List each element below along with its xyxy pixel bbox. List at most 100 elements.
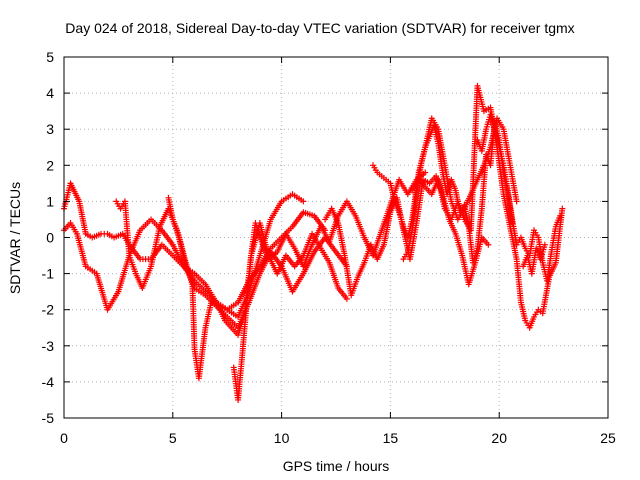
chart-title: Day 024 of 2018, Sidereal Day-to-day VTE…: [65, 20, 574, 36]
y-tick-label: -5: [42, 410, 55, 426]
data-point: [447, 196, 454, 203]
data-point: [386, 211, 393, 218]
x-axis-label: GPS time / hours: [283, 458, 390, 474]
y-axis-label: SDTVAR / TECUs: [7, 182, 23, 294]
data-point: [439, 167, 446, 174]
data-point: [175, 232, 182, 239]
data-point: [188, 279, 195, 286]
data-point: [264, 253, 271, 260]
data-point: [420, 182, 427, 189]
data-point: [82, 261, 89, 268]
y-tick-label: 0: [46, 230, 54, 246]
data-point: [556, 215, 563, 222]
data-point: [272, 250, 279, 257]
data-point: [299, 211, 305, 218]
data-point: [413, 193, 420, 200]
data-point: [408, 229, 415, 236]
data-point: [521, 315, 528, 322]
data-point: [377, 229, 384, 236]
data-point: [482, 128, 489, 135]
data-point: [458, 250, 465, 257]
y-tick-label: 4: [46, 85, 54, 101]
data-point: [126, 250, 133, 257]
x-tick-label: 25: [600, 430, 616, 446]
data-point: [451, 228, 458, 235]
data-point: [548, 251, 555, 258]
data-point: [334, 217, 341, 224]
data-point: [277, 200, 284, 207]
data-point: [200, 279, 207, 286]
data-point: [226, 322, 233, 329]
data-point: [117, 231, 124, 238]
series-trace-10: [400, 118, 516, 266]
data-point: [213, 301, 220, 308]
data-point: [167, 250, 174, 257]
data-point: [483, 239, 490, 246]
y-tick-label: -4: [42, 374, 55, 390]
data-point: [308, 243, 315, 250]
x-tick-label: 10: [274, 430, 290, 446]
data-point: [360, 232, 367, 239]
data-point: [95, 231, 102, 238]
data-point: [290, 243, 297, 250]
data-point: [360, 261, 367, 268]
data-point: [135, 254, 142, 261]
data-point: [504, 189, 511, 196]
y-tick-label: 5: [46, 49, 54, 65]
data-point: [136, 229, 143, 236]
x-tick-label: 15: [383, 430, 399, 446]
x-tick-label: 0: [60, 430, 68, 446]
x-tick-label: 20: [491, 430, 507, 446]
grid: [64, 57, 608, 418]
data-point: [202, 326, 209, 333]
data-point: [530, 316, 537, 323]
y-tick-label: 3: [46, 121, 54, 137]
data-point: [309, 212, 316, 219]
data-point: [424, 179, 431, 186]
data-point: [521, 243, 528, 250]
data-point: [425, 135, 432, 142]
data-point: [473, 247, 480, 254]
data-point: [417, 164, 424, 171]
data-point: [145, 256, 152, 263]
data-point: [156, 225, 163, 232]
data-point: [131, 268, 138, 275]
data-point: [256, 272, 263, 279]
data-point: [75, 196, 82, 203]
data-point: [325, 257, 332, 264]
data-point: [552, 225, 559, 232]
data-point: [559, 207, 566, 214]
data-point: [399, 221, 406, 228]
data-point: [182, 257, 189, 264]
x-tick-label: 5: [169, 430, 177, 446]
data-point: [451, 185, 458, 192]
data-point: [376, 171, 383, 178]
series-trace-9: [474, 111, 564, 284]
data-point: [316, 243, 323, 250]
data-point: [267, 218, 274, 225]
axis-ticks: 0 5 10 15 20 25 -5 -4 -3 -2 -1 0 1 2 3 4 5: [42, 49, 616, 446]
data-point: [299, 272, 306, 279]
data-point: [334, 282, 341, 289]
data-point: [91, 269, 98, 276]
y-tick-label: -2: [42, 302, 55, 318]
data-point: [232, 300, 239, 307]
y-tick-label: -3: [42, 338, 55, 354]
data-point: [72, 228, 79, 235]
data-point: [551, 261, 558, 268]
data-point: [341, 250, 348, 257]
data-point: [500, 167, 507, 174]
data-point: [403, 251, 410, 258]
data-point: [256, 232, 263, 239]
data-point: [506, 160, 513, 167]
data-point: [147, 265, 154, 272]
data-point: [331, 247, 338, 254]
data-points: [61, 82, 566, 403]
data-point: [256, 254, 263, 261]
data-point: [434, 138, 441, 145]
data-point: [380, 174, 387, 181]
data-point: [114, 290, 121, 297]
data-point: [101, 230, 108, 237]
y-tick-label: 2: [46, 157, 54, 173]
